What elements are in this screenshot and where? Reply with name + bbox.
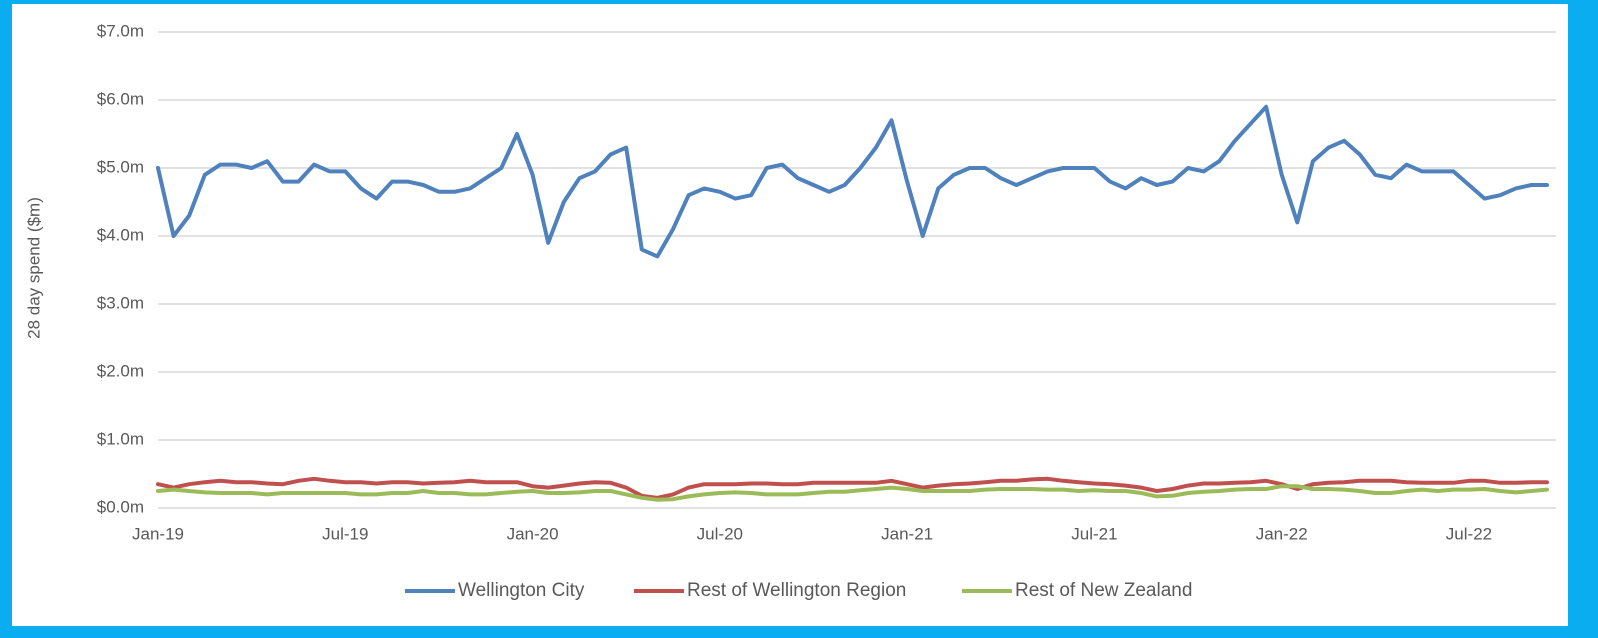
x-tick-label: Jan-20 — [507, 524, 559, 543]
legend-label: Rest of Wellington Region — [687, 580, 906, 601]
legend-label: Rest of New Zealand — [1015, 580, 1192, 601]
x-tick-label: Jan-19 — [132, 524, 184, 543]
y-tick-label: $4.0m — [97, 225, 144, 244]
x-tick-label: Jan-22 — [1256, 524, 1308, 543]
chart-panel: 28 day spend ($m) $0.0m $1.0m $2.0m $3.0m $4… — [12, 4, 1568, 626]
legend-label: Wellington City — [458, 580, 585, 601]
y-axis-label: 28 day spend ($m) — [24, 197, 43, 339]
x-tick-label: Jul-20 — [697, 524, 743, 543]
y-tick-label: $6.0m — [97, 89, 144, 108]
series-line — [156, 484, 1549, 502]
y-tick-label: $5.0m — [97, 157, 144, 176]
x-tick-label: Jul-22 — [1446, 524, 1492, 543]
x-tick-label: Jul-19 — [322, 524, 368, 543]
x-tick-label: Jan-21 — [881, 524, 933, 543]
y-tick-label: $7.0m — [97, 21, 144, 40]
chart: 28 day spend ($m) $0.0m $1.0m $2.0m $3.0m $4… — [24, 21, 1556, 601]
y-tick-label: $0.0m — [97, 497, 144, 516]
series-line — [156, 476, 1549, 500]
series-line — [156, 104, 1549, 259]
x-tick-label: Jul-21 — [1071, 524, 1117, 543]
y-tick-label: $2.0m — [97, 361, 144, 380]
y-tick-label: $3.0m — [97, 293, 144, 312]
y-tick-label: $1.0m — [97, 429, 144, 448]
